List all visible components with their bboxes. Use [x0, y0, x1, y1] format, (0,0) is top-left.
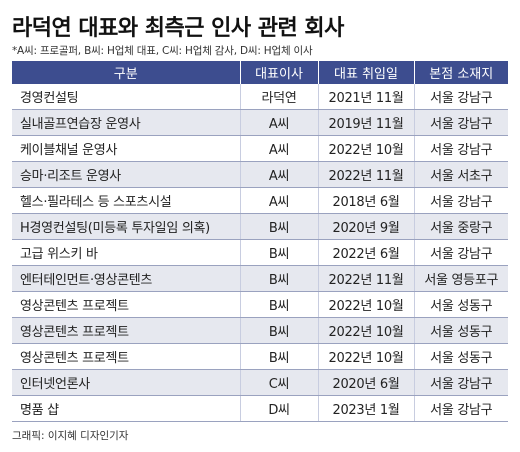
cell-ceo: B씨 — [240, 343, 319, 370]
cell-location: 서울 강남구 — [414, 84, 508, 110]
cell-company: 고급 위스키 바 — [12, 239, 241, 266]
cell-location: 서울 강남구 — [414, 395, 508, 422]
cell-ceo: B씨 — [240, 291, 319, 318]
legend-note: *A씨: 프로골퍼, B씨: H업체 대표, C씨: H업체 감사, D씨: H… — [12, 45, 313, 57]
cell-appointment-date: 2021년 11월 — [318, 84, 415, 110]
table-body: 경영컨설팅 라덕연 2021년 11월 서울 강남구 실내골프연습장 운영사 A씨 2019… — [12, 84, 508, 422]
cell-appointment-date: 2019년 11월 — [318, 109, 415, 136]
cell-company: 헬스·필라테스 등 스포츠시설 — [12, 187, 241, 214]
cell-location: 서울 강남구 — [414, 187, 508, 214]
cell-ceo: B씨 — [240, 317, 319, 344]
cell-ceo: A씨 — [240, 187, 319, 214]
cell-appointment-date: 2022년 10월 — [318, 135, 415, 162]
table-row: 헬스·필라테스 등 스포츠시설 A씨 2018년 6월 서울 강남구 — [12, 187, 508, 214]
cell-location: 서울 서초구 — [414, 161, 508, 188]
cell-appointment-date: 2023년 1월 — [318, 395, 415, 422]
cell-location: 서울 강남구 — [414, 135, 508, 162]
table-row: 엔터테인먼트·영상콘텐츠 B씨 2022년 11월 서울 영등포구 — [12, 265, 508, 292]
cell-company: 영상콘텐츠 프로젝트 — [12, 317, 241, 344]
table-row: 경영컨설팅 라덕연 2021년 11월 서울 강남구 — [12, 84, 508, 110]
cell-appointment-date: 2020년 6월 — [318, 369, 415, 396]
cell-appointment-date: 2020년 9월 — [318, 213, 415, 240]
cell-company: 엔터테인먼트·영상콘텐츠 — [12, 265, 241, 292]
cell-company: 영상콘텐츠 프로젝트 — [12, 291, 241, 318]
cell-location: 서울 강남구 — [414, 369, 508, 396]
table-header-row: 구분 대표이사 대표 취임일 본점 소재지 — [12, 61, 508, 84]
cell-ceo: B씨 — [240, 265, 319, 292]
header-ceo: 대표이사 — [240, 61, 319, 84]
table-row: 영상콘텐츠 프로젝트 B씨 2022년 10월 서울 성동구 — [12, 343, 508, 370]
cell-company: H경영컨설팅(미등록 투자일임 의혹) — [12, 213, 241, 240]
table-row: H경영컨설팅(미등록 투자일임 의혹) B씨 2020년 9월 서울 중랑구 — [12, 213, 508, 240]
cell-location: 서울 강남구 — [414, 109, 508, 136]
cell-ceo: A씨 — [240, 135, 319, 162]
table-row: 영상콘텐츠 프로젝트 B씨 2022년 10월 서울 성동구 — [12, 317, 508, 344]
table-row: 승마·리조트 운영사 A씨 2022년 11월 서울 서초구 — [12, 161, 508, 188]
cell-ceo: A씨 — [240, 109, 319, 136]
cell-appointment-date: 2022년 6월 — [318, 239, 415, 266]
cell-ceo: B씨 — [240, 239, 319, 266]
companies-table: 구분 대표이사 대표 취임일 본점 소재지 경영컨설팅 라덕연 2021년 11월 서… — [12, 61, 508, 422]
cell-company: 실내골프연습장 운영사 — [12, 109, 241, 136]
header-appointment-date: 대표 취임일 — [318, 61, 415, 84]
graphic-credit: 그래픽: 이지혜 디자인기자 — [12, 430, 129, 442]
cell-company: 명품 샵 — [12, 395, 241, 422]
cell-company: 영상콘텐츠 프로젝트 — [12, 343, 241, 370]
cell-company: 케이블채널 운영사 — [12, 135, 241, 162]
cell-ceo: A씨 — [240, 161, 319, 188]
table-row: 인터넷언론사 C씨 2020년 6월 서울 강남구 — [12, 369, 508, 396]
cell-location: 서울 중랑구 — [414, 213, 508, 240]
cell-appointment-date: 2022년 10월 — [318, 291, 415, 318]
cell-location: 서울 성동구 — [414, 291, 508, 318]
cell-location: 서울 성동구 — [414, 343, 508, 370]
cell-company: 인터넷언론사 — [12, 369, 241, 396]
cell-appointment-date: 2022년 11월 — [318, 265, 415, 292]
cell-ceo: B씨 — [240, 213, 319, 240]
cell-ceo: 라덕연 — [240, 84, 319, 110]
cell-location: 서울 성동구 — [414, 317, 508, 344]
cell-ceo: D씨 — [240, 395, 319, 422]
cell-appointment-date: 2022년 10월 — [318, 343, 415, 370]
table-row: 영상콘텐츠 프로젝트 B씨 2022년 10월 서울 성동구 — [12, 291, 508, 318]
header-location: 본점 소재지 — [414, 61, 508, 84]
table-row: 고급 위스키 바 B씨 2022년 6월 서울 강남구 — [12, 239, 508, 266]
cell-appointment-date: 2018년 6월 — [318, 187, 415, 214]
cell-appointment-date: 2022년 11월 — [318, 161, 415, 188]
cell-company: 경영컨설팅 — [12, 84, 241, 110]
header-category: 구분 — [12, 61, 241, 84]
cell-company: 승마·리조트 운영사 — [12, 161, 241, 188]
cell-ceo: C씨 — [240, 369, 319, 396]
table-row: 실내골프연습장 운영사 A씨 2019년 11월 서울 강남구 — [12, 109, 508, 136]
page-title: 라덕연 대표와 최측근 인사 관련 회사 — [12, 16, 344, 41]
cell-location: 서울 강남구 — [414, 239, 508, 266]
table-row: 케이블채널 운영사 A씨 2022년 10월 서울 강남구 — [12, 135, 508, 162]
cell-location: 서울 영등포구 — [414, 265, 508, 292]
cell-appointment-date: 2022년 10월 — [318, 317, 415, 344]
table-row: 명품 샵 D씨 2023년 1월 서울 강남구 — [12, 395, 508, 422]
